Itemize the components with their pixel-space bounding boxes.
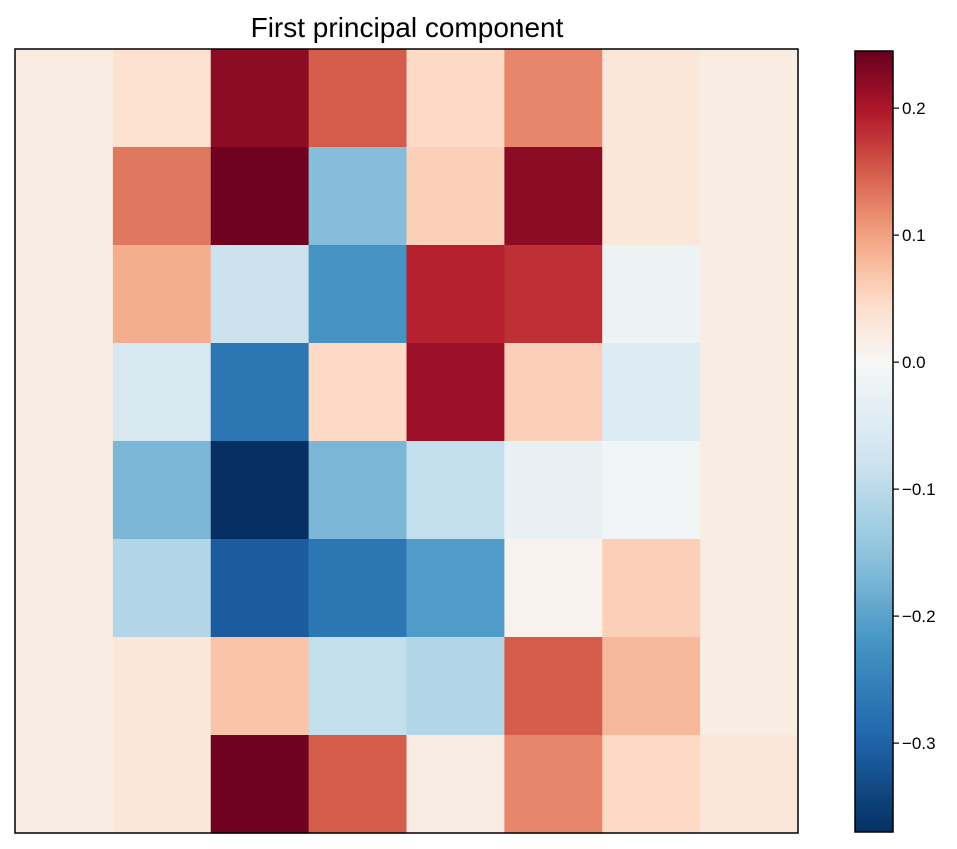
heatmap-cell-r5-c0 bbox=[15, 539, 114, 638]
heatmap-cell-r4-c0 bbox=[15, 441, 114, 540]
heatmap-cell-r3-c1 bbox=[112, 343, 212, 442]
heatmap-cell-r1-c1 bbox=[112, 147, 212, 246]
heatmap-cell-r1-c6 bbox=[602, 147, 701, 246]
colorbar-tick-label: −0.3 bbox=[902, 734, 936, 753]
heatmap-cell-r6-c1 bbox=[112, 637, 212, 736]
colorbar-frame bbox=[854, 50, 894, 833]
heatmap-cell-r7-c1 bbox=[112, 735, 212, 834]
heatmap-cell-r4-c3 bbox=[308, 441, 408, 540]
heatmap-cell-r1-c5 bbox=[504, 147, 603, 246]
heatmap-cell-r6-c4 bbox=[406, 637, 505, 736]
heatmap-cell-r5-c2 bbox=[210, 539, 310, 638]
colorbar-tick-label: 0.0 bbox=[902, 353, 926, 372]
heatmap-cell-r1-c2 bbox=[210, 147, 310, 246]
heatmap-cell-r0-c6 bbox=[602, 49, 701, 148]
heatmap-cell-r7-c6 bbox=[602, 735, 701, 834]
heatmap-cell-r1-c7 bbox=[700, 147, 799, 246]
heatmap-cell-r2-c7 bbox=[700, 245, 799, 344]
heatmap-cell-r1-c4 bbox=[406, 147, 505, 246]
heatmap-cell-r7-c4 bbox=[406, 735, 505, 834]
heatmap-cell-r3-c0 bbox=[15, 343, 114, 442]
heatmap-cell-r1-c3 bbox=[308, 147, 408, 246]
heatmap-cell-r5-c7 bbox=[700, 539, 799, 638]
heatmap-cell-r3-c7 bbox=[700, 343, 799, 442]
heatmap-cell-r2-c0 bbox=[15, 245, 114, 344]
chart-title: First principal component bbox=[251, 12, 564, 43]
heatmap-cell-r4-c6 bbox=[602, 441, 701, 540]
heatmap-cell-r7-c5 bbox=[504, 735, 603, 834]
heatmap-cell-r2-c5 bbox=[504, 245, 603, 344]
heatmap-cell-r7-c7 bbox=[700, 735, 799, 834]
heatmap-cell-r0-c5 bbox=[504, 49, 603, 148]
heatmap-cell-r0-c0 bbox=[15, 49, 114, 148]
heatmap-cell-r4-c2 bbox=[210, 441, 310, 540]
colorbar-tick-label: −0.1 bbox=[902, 480, 936, 499]
colorbar-tick-label: 0.1 bbox=[902, 226, 926, 245]
heatmap-cells bbox=[15, 49, 799, 834]
heatmap-cell-r7-c0 bbox=[15, 735, 114, 834]
heatmap-cell-r5-c3 bbox=[308, 539, 408, 638]
heatmap-cell-r5-c5 bbox=[504, 539, 603, 638]
heatmap-cell-r3-c3 bbox=[308, 343, 408, 442]
heatmap-cell-r6-c7 bbox=[700, 637, 799, 736]
heatmap-cell-r7-c2 bbox=[210, 735, 310, 834]
heatmap-cell-r6-c3 bbox=[308, 637, 408, 736]
plot-frame bbox=[14, 48, 799, 834]
heatmap-cell-r2-c2 bbox=[210, 245, 310, 344]
heatmap-cell-r7-c3 bbox=[308, 735, 408, 834]
heatmap-cell-r3-c2 bbox=[210, 343, 310, 442]
heatmap-cell-r0-c2 bbox=[210, 49, 310, 148]
heatmap-cell-r3-c4 bbox=[406, 343, 505, 442]
heatmap-cell-r2-c3 bbox=[308, 245, 408, 344]
heatmap-cell-r4-c5 bbox=[504, 441, 603, 540]
heatmap-cell-r4-c7 bbox=[700, 441, 799, 540]
heatmap-cell-r0-c3 bbox=[308, 49, 408, 148]
heatmap-cell-r0-c1 bbox=[112, 49, 212, 148]
colorbar-tick-label: −0.2 bbox=[902, 607, 936, 626]
heatmap-cell-r3-c6 bbox=[602, 343, 701, 442]
heatmap-cell-r6-c0 bbox=[15, 637, 114, 736]
heatmap-cell-r0-c7 bbox=[700, 49, 799, 148]
heatmap-cell-r1-c0 bbox=[15, 147, 114, 246]
heatmap-cell-r2-c6 bbox=[602, 245, 701, 344]
heatmap-cell-r5-c6 bbox=[602, 539, 701, 638]
colorbar-tick-label: 0.2 bbox=[902, 99, 926, 118]
colorbar bbox=[855, 51, 893, 832]
heatmap-cell-r6-c5 bbox=[504, 637, 603, 736]
heatmap-cell-r6-c6 bbox=[602, 637, 701, 736]
heatmap-cell-r5-c4 bbox=[406, 539, 505, 638]
heatmap-cell-r3-c5 bbox=[504, 343, 603, 442]
heatmap-cell-r2-c4 bbox=[406, 245, 505, 344]
heatmap-cell-r0-c4 bbox=[406, 49, 505, 148]
colorbar-ticks: 0.2 0.1 0.0 −0.1 −0.2 −0.3 bbox=[893, 99, 936, 753]
heatmap-cell-r4-c1 bbox=[112, 441, 212, 540]
heatmap-cell-r4-c4 bbox=[406, 441, 505, 540]
heatmap-cell-r5-c1 bbox=[112, 539, 212, 638]
heatmap-cell-r6-c2 bbox=[210, 637, 310, 736]
heatmap-cell-r2-c1 bbox=[112, 245, 212, 344]
